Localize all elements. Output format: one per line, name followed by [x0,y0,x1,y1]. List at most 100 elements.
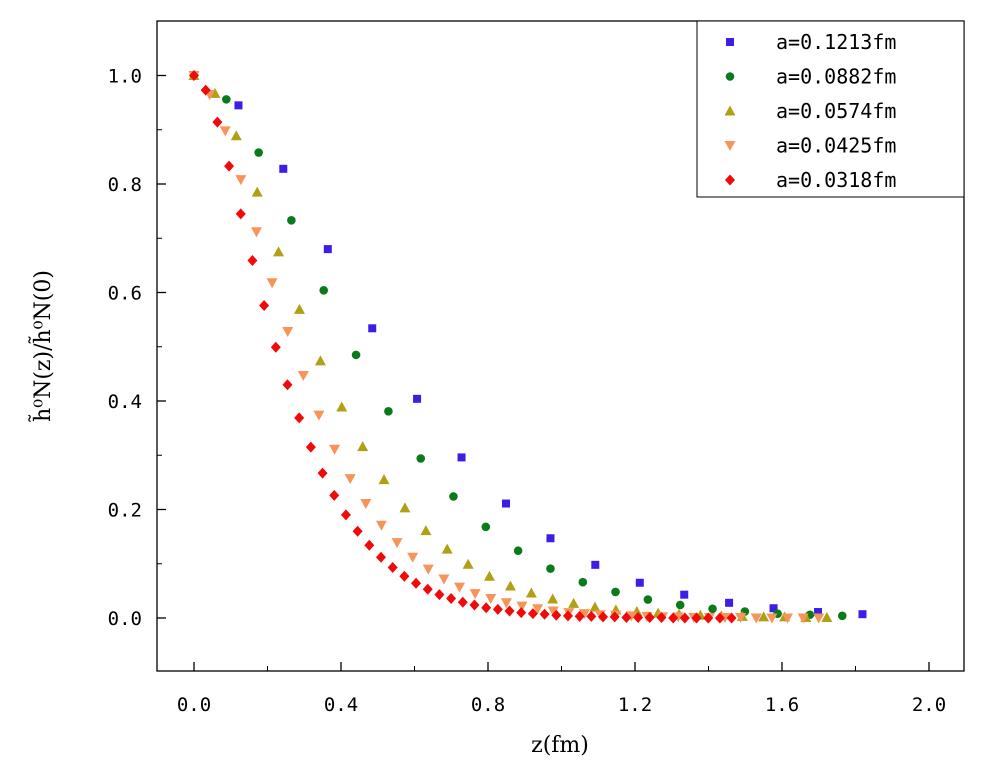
data-point [546,534,555,543]
legend-marker [726,38,734,46]
data-point [224,160,235,172]
data-point [314,355,326,366]
data-point [344,474,356,485]
data-point [635,578,644,587]
x-tick-label: 2.0 [912,694,946,716]
data-point [481,602,492,614]
data-point [222,95,231,104]
data-point [858,610,867,619]
data-point [293,303,305,314]
data-point [813,613,825,624]
data-point [516,607,527,619]
data-point [500,598,512,609]
data-point [735,612,747,623]
data-point [189,70,199,81]
data-point [317,467,328,479]
data-point [336,401,348,412]
data-point [282,327,294,338]
data-point [492,603,503,615]
data-point [454,582,466,593]
legend-box [696,20,965,198]
data-point [399,502,411,513]
legend: a=0.1213fm a=0.0882fm a=0.0574fm a=0.0425fm… [696,20,965,198]
data-point [287,216,296,225]
x-tick-label: 0.8 [471,694,505,716]
data-point [656,611,667,623]
data-point [407,552,419,563]
data-point [270,341,281,353]
data-point [375,520,387,531]
legend-label: a=0.1213fm [776,30,896,54]
data-point [769,604,778,613]
data-point [420,525,432,536]
data-point [726,612,737,624]
data-point [516,601,528,612]
data-point [562,610,573,622]
legend-marker [725,72,735,81]
data-point [200,84,211,96]
data-point [633,611,644,623]
axis-ticks: 0.0 0.4 0.8 1.2 1.6 2.0 0.0 0.2 0.4 0.6 0.8 1.0 [108,66,946,717]
data-point [591,560,600,569]
data-point [250,227,262,238]
data-point [323,245,332,254]
data-point [416,454,426,463]
data-point [209,87,221,98]
data-point [586,610,597,622]
data-point [313,410,325,421]
data-point [814,608,823,617]
data-point [422,583,433,595]
data-point [446,592,457,604]
series-4 [189,70,737,624]
data-point [504,605,515,617]
data-point [547,606,559,617]
data-point [411,577,422,589]
data-point [364,539,375,551]
data-point [782,613,794,624]
data-point [714,612,725,624]
legend-label: a=0.0425fm [776,134,896,158]
data-point [449,492,458,501]
x-tick-label: 0.0 [177,694,211,716]
x-axis-title: z(fm) [531,733,589,758]
data-point [469,599,480,611]
data-point [574,610,585,622]
data-point [422,564,434,575]
series-0 [190,71,867,619]
data-point [378,474,390,485]
data-point [273,246,285,257]
y-tick-label: 0.6 [108,283,142,305]
data-point [266,278,278,289]
data-point [589,601,601,612]
data-point [219,126,231,137]
data-point [546,564,555,573]
data-point [502,499,511,508]
data-point [708,604,717,614]
data-point [351,350,361,360]
data-point [457,596,468,608]
data-point [259,300,270,312]
data-point [598,611,609,623]
y-tick-label: 0.2 [108,500,142,522]
data-point [485,593,497,604]
data-point [247,254,258,266]
data-points [188,70,867,624]
data-point [305,441,316,453]
data-point [457,453,466,462]
legend-marker [724,105,736,116]
series-1 [189,71,847,621]
data-point [462,558,474,569]
data-point [547,593,559,604]
data-point [282,379,293,391]
data-point [230,130,242,141]
data-point [375,551,386,563]
data-point [329,489,340,501]
data-point [352,525,363,537]
legend-marker [725,174,735,186]
data-point [368,324,377,333]
y-tick-label: 0.0 [108,608,142,630]
data-point [360,499,372,510]
legend-label: a=0.0318fm [776,168,896,192]
data-point [532,604,544,615]
